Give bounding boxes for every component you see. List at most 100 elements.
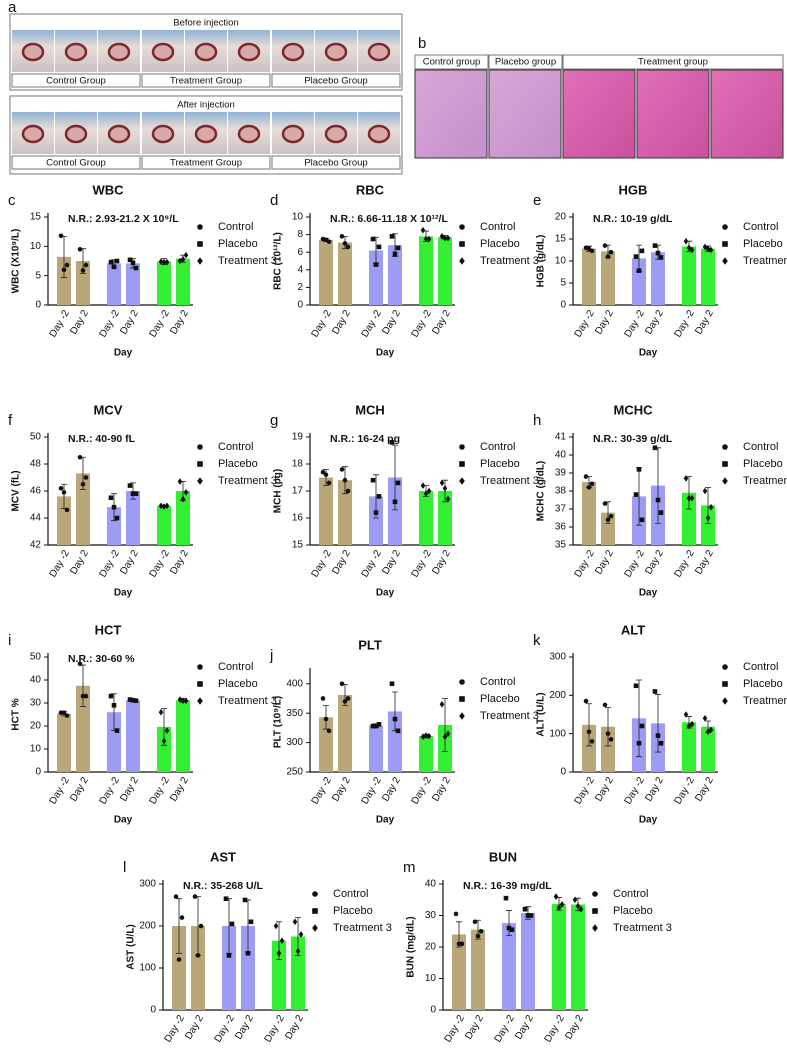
data-point (108, 495, 114, 501)
data-point (111, 504, 117, 510)
chart-title: MCHC (614, 402, 654, 417)
data-point (158, 258, 164, 265)
y-tick-label: 35 (555, 540, 567, 551)
x-tick-label: Day -2 (493, 1013, 517, 1044)
legend-label: Treatment 3 (218, 695, 277, 707)
legend-label: Placebo (480, 693, 520, 705)
data-point (339, 467, 345, 472)
x-tick-label: Day 2 (430, 548, 453, 577)
x-axis-label: Day (114, 348, 133, 359)
legend-label: Control (218, 441, 253, 453)
legend-marker (197, 697, 203, 705)
bar (601, 512, 615, 545)
data-point (636, 740, 642, 746)
x-tick-label: Day 2 (283, 1013, 306, 1042)
y-tick-label: 16 (292, 513, 304, 524)
data-point (689, 494, 695, 502)
data-point (279, 937, 285, 944)
wound (21, 124, 45, 144)
y-tick-label: 100 (139, 963, 156, 974)
y-tick-label: 0 (560, 300, 566, 311)
data-point (373, 262, 379, 267)
data-point (342, 477, 348, 483)
data-point (77, 246, 83, 252)
data-point (108, 693, 114, 699)
x-tick-label: Day -2 (163, 1013, 187, 1044)
data-point (80, 693, 86, 699)
x-tick-label: Day 2 (118, 775, 141, 804)
x-tick-label: Day -2 (48, 548, 72, 579)
x-tick-label: Day 2 (168, 775, 191, 804)
data-point (586, 485, 592, 490)
wound (107, 124, 131, 144)
y-tick-label: 20 (30, 721, 42, 732)
data-point (80, 268, 86, 273)
data-point (127, 483, 133, 488)
bar (369, 496, 383, 545)
wound (281, 124, 305, 144)
y-tick-label: 400 (286, 678, 303, 689)
bar (57, 256, 71, 305)
bar (222, 926, 236, 1010)
photo-label: Placebo Group (304, 76, 367, 87)
bar (338, 480, 352, 545)
data-point (370, 723, 376, 729)
wound (281, 42, 305, 62)
legend-label: Treatment 3 (613, 922, 672, 934)
bar (552, 903, 566, 1010)
bar (76, 261, 90, 305)
data-point (689, 720, 695, 728)
data-point (326, 728, 332, 734)
x-axis-label: Day (639, 588, 658, 599)
data-point (395, 245, 401, 251)
legend-label: Placebo (743, 458, 783, 470)
data-point (708, 246, 714, 254)
data-point (583, 474, 589, 479)
data-point (276, 950, 282, 957)
bar (651, 252, 665, 305)
x-tick-label: Day -2 (543, 1013, 567, 1044)
error-bar (130, 482, 136, 500)
annotation: N.R.: 10-19 g/dL (593, 213, 673, 225)
bar (701, 248, 715, 305)
data-point (442, 733, 448, 741)
y-tick-label: 50 (30, 432, 42, 443)
x-tick-label: Day 2 (330, 308, 353, 337)
legend-marker (197, 444, 203, 450)
data-point (83, 475, 89, 480)
wound (324, 124, 348, 144)
legend-label: Control (333, 888, 368, 900)
x-tick-label: Day 2 (643, 308, 666, 337)
data-point (602, 501, 608, 506)
bar (172, 926, 186, 1010)
error-bar (323, 469, 329, 486)
bar (452, 934, 466, 1010)
data-point (553, 893, 559, 900)
data-point (248, 919, 254, 925)
data-point (586, 246, 592, 251)
data-point (702, 715, 708, 722)
data-point (683, 475, 689, 482)
data-point (298, 931, 304, 938)
error-bar (392, 444, 398, 511)
data-point (426, 235, 432, 243)
data-point (192, 894, 198, 899)
data-point (339, 234, 345, 239)
data-point (633, 492, 639, 497)
y-tick-label: 40 (425, 879, 437, 890)
data-point (426, 732, 432, 740)
chart-title: HGB (619, 182, 648, 197)
legend-label: Placebo (613, 905, 653, 917)
data-point (655, 733, 661, 738)
data-point (575, 902, 581, 910)
x-tick-label: Day 2 (593, 308, 616, 337)
bar (157, 726, 171, 772)
data-point (708, 503, 714, 511)
legend-marker (459, 461, 465, 467)
frame (9, 95, 403, 175)
data-point (683, 237, 689, 245)
x-tick-label: Day -2 (623, 308, 647, 339)
label-box (11, 73, 141, 88)
x-tick-label: Day 2 (693, 548, 716, 577)
photo (488, 69, 562, 159)
